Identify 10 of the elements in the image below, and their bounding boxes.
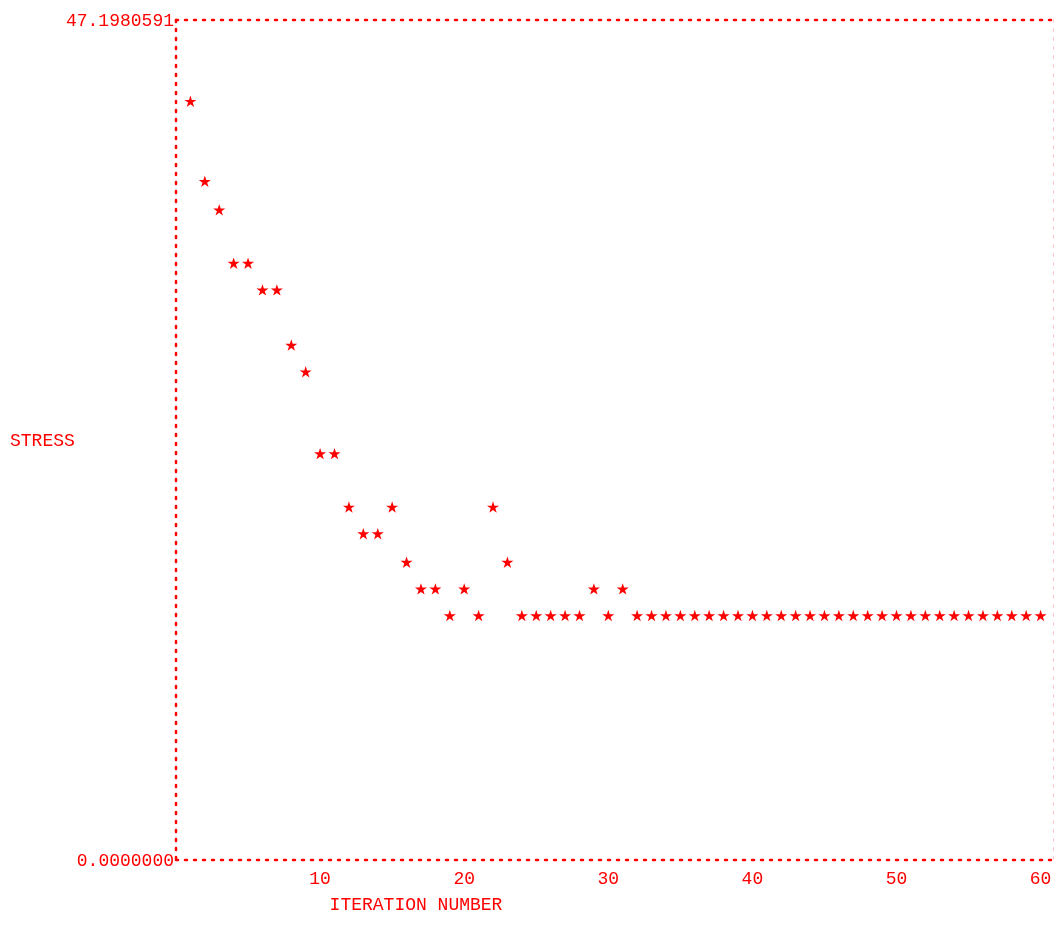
x-tick-label: 10 — [309, 869, 331, 889]
x-tick-label: 30 — [597, 869, 620, 889]
y-tick-label: 47.1980591 — [65, 11, 174, 32]
y-tick-label: 0.0000000 — [76, 851, 174, 872]
x-tick-label: 60 — [1029, 869, 1052, 889]
y-axis-title: STRESS — [10, 431, 75, 452]
x-tick-label: 40 — [741, 869, 764, 889]
x-tick-label: 20 — [453, 869, 475, 889]
x-tick-label: 50 — [885, 869, 908, 889]
x-axis-title: ITERATION NUMBER — [329, 895, 503, 915]
